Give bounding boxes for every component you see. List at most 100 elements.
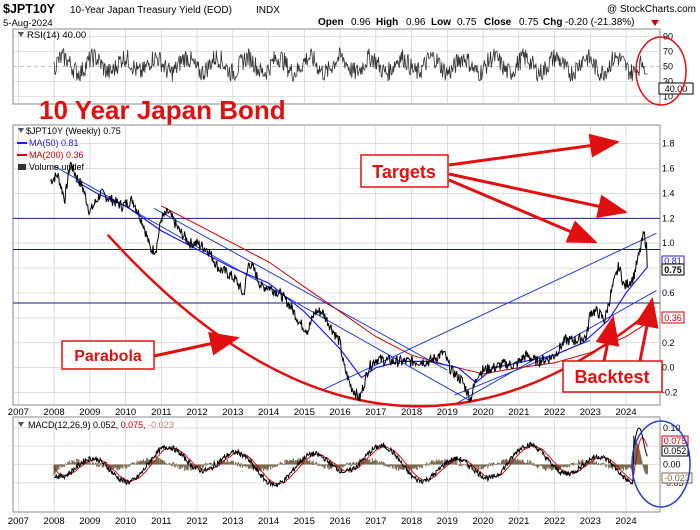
x-tick-label: 2011 xyxy=(151,516,171,527)
x-tick-label: 2010 xyxy=(115,407,136,418)
x-tick-label: 2021 xyxy=(508,407,529,418)
symbol-text: $JPT10Y xyxy=(3,2,56,16)
x-tick-label: 2022 xyxy=(544,516,565,527)
collapse-icon[interactable] xyxy=(18,422,24,427)
x-tick-label: 2018 xyxy=(401,407,422,418)
price-axis-label: 1.4 xyxy=(662,188,675,198)
macd-line xyxy=(53,427,648,488)
x-tick-label: 2023 xyxy=(580,407,601,418)
macd-legend-text: MACD(12,26,9) 0.052, 0.075, -0.023 xyxy=(28,420,174,430)
targets-label: Targets xyxy=(372,162,436,182)
x-tick-label: 2020 xyxy=(472,516,493,527)
price-axis-label: 0.2 xyxy=(662,338,675,348)
rsi-legend-text: RSI(14) 40.00 xyxy=(27,30,86,41)
annotation-arrows xyxy=(153,133,659,362)
price-axis-label: 1.6 xyxy=(662,164,675,174)
close-label: Close xyxy=(484,17,512,28)
ohlc-readout: Open 0.96 High 0.96 Low 0.75 Close 0.75 … xyxy=(318,17,659,28)
arrow-target-3 xyxy=(448,178,598,244)
price-series xyxy=(13,161,660,408)
chg-label: Chg xyxy=(543,17,562,28)
macd-highlight-circle xyxy=(631,420,691,508)
close-marker xyxy=(661,263,685,276)
rsi-line xyxy=(53,46,648,82)
macd-legend: MACD(12,26,9) 0.052, 0.075, -0.023 xyxy=(18,420,174,430)
x-tick-label: 2014 xyxy=(258,516,279,527)
arrow-target-1 xyxy=(448,133,620,167)
backtest-box xyxy=(562,360,663,393)
x-tick-label: 2015 xyxy=(294,516,315,527)
macd-legend-v1: 0.052, xyxy=(93,420,118,430)
x-tick-label: 2008 xyxy=(44,516,65,527)
targets-box xyxy=(360,154,449,188)
trendline xyxy=(153,207,448,371)
x-tick-label: 2013 xyxy=(222,407,243,418)
legend-ma200: MA(200) 0.36 xyxy=(29,150,84,160)
x-tick-label: 2009 xyxy=(79,516,100,527)
rsi-axis-label: 90 xyxy=(663,32,673,42)
arrow-backtest-1 xyxy=(635,297,659,362)
close-value: 0.75 xyxy=(519,17,539,28)
annotation-title: 10 Year Japan Bond xyxy=(39,95,286,125)
symbol-name: 10-Year Japan Treasury Yield (EOD) xyxy=(70,5,232,16)
price-legend: $JPT10Y (Weekly) 0.75 MA(50) 0.81 MA(200… xyxy=(17,126,121,172)
collapse-icon[interactable] xyxy=(18,128,24,133)
price-axis-label: 0.6 xyxy=(662,288,675,298)
price-axis-label: 1.8 xyxy=(662,139,675,149)
legend-volume: Volume undef xyxy=(29,162,85,172)
ma200-marker xyxy=(661,311,685,324)
close-marker-text: 0.75 xyxy=(664,265,682,275)
rsi-axis-label: 30 xyxy=(663,77,673,87)
price-axis-label: -0.2 xyxy=(662,388,678,398)
down-arrow-icon xyxy=(651,20,659,26)
legend-ma50: MA(50) 0.81 xyxy=(29,138,79,148)
x-tick-label: 2016 xyxy=(330,516,351,527)
exchange-label: INDX xyxy=(256,5,280,16)
macd-legend-v3: -0.023 xyxy=(148,420,174,430)
arrow-parabola xyxy=(153,331,240,358)
parabola-label: Parabola xyxy=(74,348,142,365)
rsi-axis-label: 10 xyxy=(663,92,673,102)
open-value: 0.96 xyxy=(351,17,371,28)
low-label: Low xyxy=(431,17,451,28)
x-tick-label: 2018 xyxy=(401,516,422,527)
low-value: 0.75 xyxy=(457,17,477,28)
x-tick-label: 2008 xyxy=(44,407,65,418)
rsi-legend: RSI(14) 40.00 xyxy=(18,30,86,41)
axis-markers: 40.00 0.81 0.75 0.36 0.075 0.052 -0.023 xyxy=(658,82,694,484)
date-text: 5-Aug-2024 xyxy=(3,18,53,29)
x-tick-label: 2012 xyxy=(187,516,208,527)
x-tick-label: 2015 xyxy=(294,407,315,418)
x-tick-label: 2009 xyxy=(79,407,100,418)
arrow-backtest-2 xyxy=(595,315,620,362)
chg-value: -0.20 (-21.38%) xyxy=(565,17,634,28)
high-label: High xyxy=(376,17,398,28)
ma200-marker-text: 0.36 xyxy=(664,313,682,323)
x-tick-label: 2019 xyxy=(437,516,458,527)
copyright-text: @ StockCharts.com xyxy=(607,4,696,15)
x-tick-label: 2023 xyxy=(580,516,601,527)
collapse-icon[interactable] xyxy=(18,32,24,37)
x-tick-label: 2010 xyxy=(115,516,136,527)
ma50-marker-text: 0.81 xyxy=(664,256,682,266)
price-axis-label: 1.2 xyxy=(662,213,675,223)
open-label: Open xyxy=(318,17,344,28)
x-tick-label: 2007 xyxy=(8,407,29,418)
hist-marker-text: -0.023 xyxy=(664,473,690,483)
macd-legend-name: MACD(12,26,9) xyxy=(28,420,91,430)
rsi-series xyxy=(53,46,648,82)
ma50-line xyxy=(75,180,648,384)
x-tick-label: 2017 xyxy=(365,516,386,527)
macd-series xyxy=(53,427,648,488)
macd-axis-label: 0.00 xyxy=(663,460,681,470)
x-tick-label: 2019 xyxy=(437,407,458,418)
macd-axis-label: 0.10 xyxy=(663,423,681,433)
x-tick-label: 2021 xyxy=(508,516,529,527)
x-tick-label: 2014 xyxy=(258,407,279,418)
x-tick-label: 2020 xyxy=(472,407,493,418)
high-value: 0.96 xyxy=(406,17,426,28)
x-tick-label: 2022 xyxy=(544,407,565,418)
signal-marker-text: 0.075 xyxy=(664,436,687,446)
